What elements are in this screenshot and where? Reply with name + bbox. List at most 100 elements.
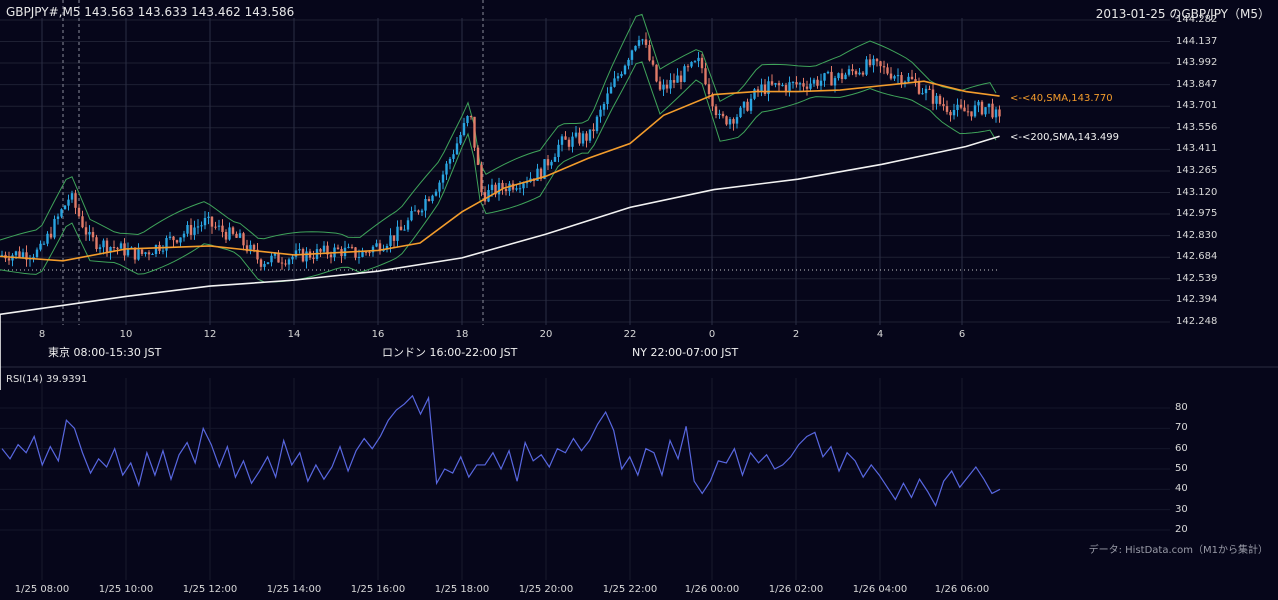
session-london-label: ロンドン 16:00-22:00 JST [382, 346, 518, 359]
candle-body [767, 81, 770, 95]
candle-body [945, 106, 949, 112]
candle-body [252, 244, 256, 250]
session-tokyo: 東京 08:00-15:30 JST [42, 343, 355, 363]
candle-body [539, 168, 543, 179]
rsi-tick: 60 [1175, 442, 1188, 454]
candle-body [578, 132, 581, 144]
candle-body [266, 262, 270, 264]
source-note: データ: HistData.com（M1から集計） [1088, 545, 1268, 556]
candle-body [277, 252, 280, 263]
price-tick: 143.411 [1176, 143, 1218, 155]
candle-body [291, 256, 294, 260]
candle-body [914, 79, 917, 83]
candle-body [88, 231, 91, 235]
candle-body [875, 58, 879, 62]
candle-body [550, 161, 553, 166]
candle-body [294, 250, 298, 257]
candle-body [357, 256, 361, 258]
candle-body [662, 84, 665, 90]
candle-body [599, 109, 602, 117]
candle-body [413, 210, 417, 212]
candle-body [665, 84, 669, 89]
session-tokyo-label: 東京 08:00-15:30 JST [48, 346, 162, 359]
time-tick: 1/25 10:00 [98, 584, 154, 595]
candle-body [91, 231, 95, 238]
candle-body [480, 164, 483, 193]
candle-body [67, 199, 70, 206]
candle-body [518, 188, 522, 190]
candle-body [770, 81, 774, 85]
candle-body [700, 57, 704, 69]
candle-body [956, 104, 959, 111]
candle-body [144, 252, 147, 254]
session-ny-label: NY 22:00-07:00 JST [632, 346, 739, 359]
candle-body [165, 238, 168, 251]
candle-body [476, 147, 480, 165]
candle-body [77, 207, 81, 217]
candle-body [648, 44, 651, 61]
hour-tick: 14 [287, 329, 301, 340]
candle-body [452, 154, 455, 159]
candle-body [431, 195, 434, 202]
price-tick: 143.701 [1176, 100, 1218, 112]
time-tick: 1/25 08:00 [14, 584, 70, 595]
candle-body [606, 93, 609, 105]
candle-body [39, 243, 42, 250]
candle-body [336, 247, 340, 250]
candle-body [245, 245, 249, 252]
price-tick: 144.137 [1176, 35, 1218, 47]
candle-body [284, 263, 287, 265]
candle-body [95, 237, 98, 250]
candle-body [189, 224, 193, 235]
candle-body [756, 89, 760, 91]
candle-body [378, 243, 382, 252]
candle-body [977, 101, 980, 106]
candle-body [819, 80, 823, 86]
candle-body [105, 240, 109, 253]
candle-body [749, 98, 753, 111]
candle-body [686, 66, 690, 68]
candle-body [406, 220, 410, 230]
candle-body [564, 136, 567, 140]
candle-body [256, 249, 259, 260]
candle-body [592, 129, 595, 132]
rsi-tick: 20 [1175, 524, 1188, 535]
time-tick: 1/25 14:00 [266, 584, 322, 595]
time-tick: 1/26 02:00 [768, 584, 824, 595]
candle-body [221, 225, 224, 232]
candle-body [826, 71, 830, 74]
candle-body [987, 103, 991, 108]
candle-body [641, 39, 644, 41]
candle-body [896, 75, 900, 77]
candle-body [347, 246, 350, 248]
candle-body [147, 252, 151, 255]
bollinger-upper [0, 13, 997, 241]
candle-body [872, 58, 875, 66]
candle-body [420, 210, 424, 213]
candle-body [473, 116, 476, 148]
session-ny: NY 22:00-07:00 JST [626, 343, 1003, 363]
time-tick: 1/25 20:00 [518, 584, 574, 595]
candle-body [305, 251, 308, 262]
candle-body [368, 252, 371, 254]
candle-body [21, 252, 25, 258]
candle-body [907, 76, 910, 82]
candle-body [865, 59, 868, 75]
candle-body [728, 119, 732, 125]
candle-body [172, 236, 175, 241]
time-tick: 1/25 12:00 [182, 584, 238, 595]
candle-body [623, 65, 627, 75]
candle-body [102, 240, 105, 248]
candle-body [571, 136, 574, 147]
candle-body [410, 211, 413, 221]
candle-body [627, 59, 630, 66]
hour-tick: 22 [623, 329, 637, 340]
candle-body [424, 199, 427, 211]
candle-body [112, 247, 116, 249]
hour-tick: 10 [119, 329, 133, 340]
candle-body [196, 226, 200, 228]
hour-tick: 8 [38, 329, 46, 340]
candle-body [287, 259, 291, 265]
candle-body [543, 159, 546, 179]
